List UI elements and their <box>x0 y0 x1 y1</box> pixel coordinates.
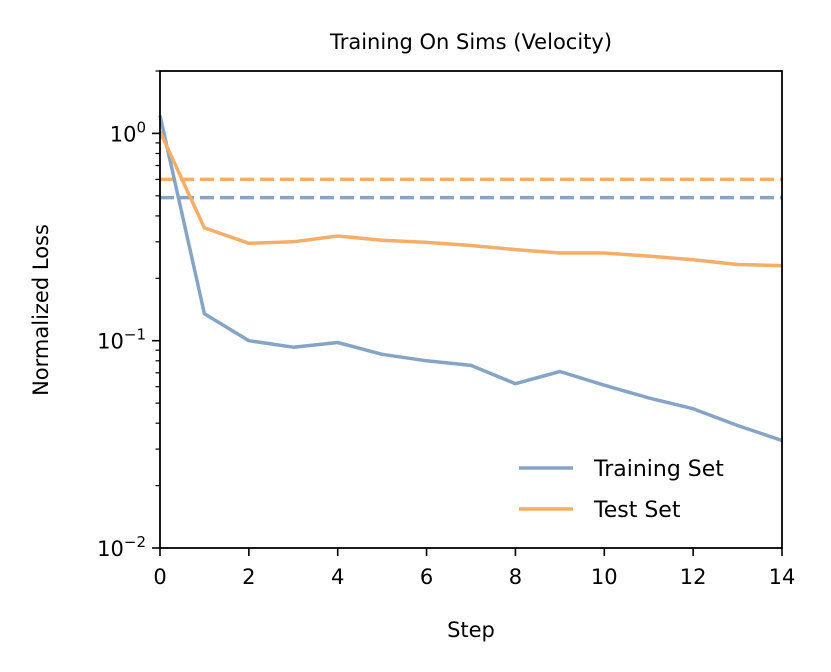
y-tick-label: 10−1 <box>97 326 146 354</box>
x-tick-label: 8 <box>509 565 522 589</box>
x-tick-label: 12 <box>680 565 707 589</box>
y-tick-label: 100 <box>110 118 146 146</box>
series-line-0 <box>160 116 782 441</box>
y-axis-label: Normalized Loss <box>29 224 53 396</box>
legend: Training Set Test Set <box>519 457 724 523</box>
x-tick-label: 10 <box>591 565 618 589</box>
series-0 <box>160 115 782 440</box>
x-tick-label: 0 <box>153 565 166 589</box>
chart-title: Training On Sims (Velocity) <box>329 30 612 54</box>
x-axis-label: Step <box>447 618 495 642</box>
x-tick-label: 14 <box>769 565 796 589</box>
x-tick-label: 4 <box>331 565 344 589</box>
x-tick-label: 2 <box>242 565 255 589</box>
legend-label-1: Test Set <box>593 498 681 523</box>
y-tick-label: 10−2 <box>97 533 146 561</box>
x-tick-label: 6 <box>420 565 433 589</box>
legend-label-0: Training Set <box>593 457 724 482</box>
